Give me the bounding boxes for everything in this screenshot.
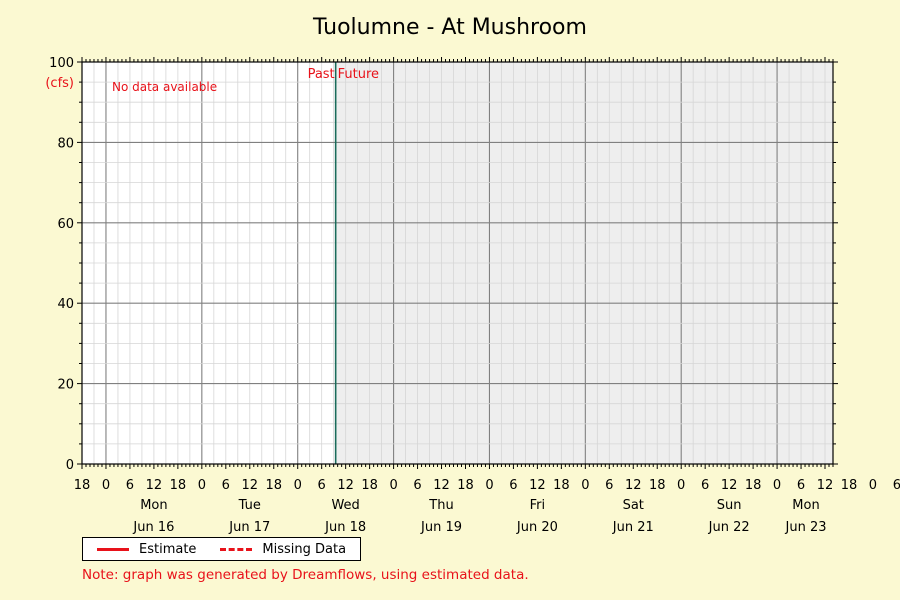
x-weekday-label: Thu — [428, 498, 453, 513]
y-tick-label: 40 — [57, 297, 74, 312]
x-hour-label: 0 — [102, 478, 110, 493]
x-hour-label: 6 — [413, 478, 421, 493]
x-hour-label: 6 — [509, 478, 517, 493]
x-weekday-label: Tue — [238, 498, 261, 513]
x-date-label: Jun 21 — [612, 520, 654, 535]
estimate-swatch — [97, 547, 129, 551]
y-tick-label: 100 — [49, 56, 74, 71]
legend-item-estimate: Estimate — [97, 542, 196, 557]
legend-estimate-label: Estimate — [139, 541, 197, 557]
y-axis-labels: 0 20 40 60 80 100 — [49, 56, 74, 473]
x-hour-label: 6 — [701, 478, 709, 493]
x-hour-label: 18 — [649, 478, 666, 493]
x-weekday-label: Sat — [623, 498, 644, 513]
x-hour-label: 0 — [773, 478, 781, 493]
x-hour-label: 12 — [817, 478, 834, 493]
legend: Estimate Missing Data — [82, 537, 361, 561]
y-tick-label: 20 — [57, 378, 74, 393]
x-weekday-label: Wed — [331, 498, 359, 513]
x-hour-label: 6 — [605, 478, 613, 493]
missing-swatch — [220, 547, 253, 551]
x-hour-label: 0 — [294, 478, 302, 493]
x-hour-label: 12 — [721, 478, 738, 493]
x-hour-label: 0 — [581, 478, 589, 493]
x-axis-labels: 18 0 6 12 18 0 6 12 18 0 6 12 18 0 6 12 18 0 6 12 18 0 6 12 18 0 6… — [74, 478, 900, 535]
x-hour-label: 18 — [457, 478, 474, 493]
x-hour-label: 18 — [745, 478, 762, 493]
x-hour-label: 18 — [361, 478, 378, 493]
x-hour-label: 6 — [222, 478, 230, 493]
x-hour-label: 0 — [677, 478, 685, 493]
x-date-label: Jun 18 — [324, 520, 366, 535]
x-hour-label: 12 — [337, 478, 354, 493]
x-hour-label: 6 — [126, 478, 134, 493]
x-weekday-label: Fri — [530, 498, 546, 513]
x-hour-label: 0 — [485, 478, 493, 493]
x-hour-label: 12 — [625, 478, 642, 493]
no-data-label: No data available — [112, 80, 217, 94]
x-date-label: Jun 22 — [708, 520, 750, 535]
x-hour-label: 18 — [265, 478, 282, 493]
y-axis-unit: (cfs) — [45, 76, 74, 91]
x-hour-label: 12 — [433, 478, 450, 493]
x-hour-label: 12 — [146, 478, 163, 493]
x-hour-label: 0 — [869, 478, 877, 493]
future-label: Future — [338, 67, 379, 82]
x-weekday-label: Mon — [792, 498, 819, 513]
x-date-label: Jun 19 — [420, 520, 462, 535]
past-label: Past — [308, 67, 335, 82]
grid-lines — [81, 61, 833, 465]
x-hour-label: 6 — [797, 478, 805, 493]
x-date-label: Jun 16 — [132, 520, 174, 535]
x-hour-label: 6 — [893, 478, 900, 493]
x-hour-label: 18 — [170, 478, 187, 493]
x-hour-label: 18 — [553, 478, 570, 493]
x-hour-label: 6 — [318, 478, 326, 493]
x-date-label: Jun 17 — [228, 520, 270, 535]
legend-item-missing: Missing Data — [220, 542, 346, 557]
x-date-label: Jun 23 — [785, 520, 827, 535]
y-tick-label: 80 — [57, 136, 74, 151]
x-hour-label: 12 — [242, 478, 259, 493]
x-hour-label: 18 — [841, 478, 858, 493]
tick-marks — [77, 57, 838, 469]
x-hour-label: 12 — [529, 478, 546, 493]
y-tick-label: 60 — [57, 217, 74, 232]
x-hour-label: 0 — [198, 478, 206, 493]
chart-title: Tuolumne - At Mushroom — [312, 15, 587, 40]
x-weekday-label: Sun — [717, 498, 742, 513]
x-hour-label: 0 — [389, 478, 397, 493]
y-tick-label: 0 — [66, 458, 74, 473]
footer-note: Note: graph was generated by Dreamflows,… — [82, 567, 529, 583]
x-hour-label: 18 — [74, 478, 91, 493]
x-weekday-label: Mon — [140, 498, 167, 513]
legend-missing-label: Missing Data — [262, 541, 347, 557]
x-date-label: Jun 20 — [516, 520, 558, 535]
